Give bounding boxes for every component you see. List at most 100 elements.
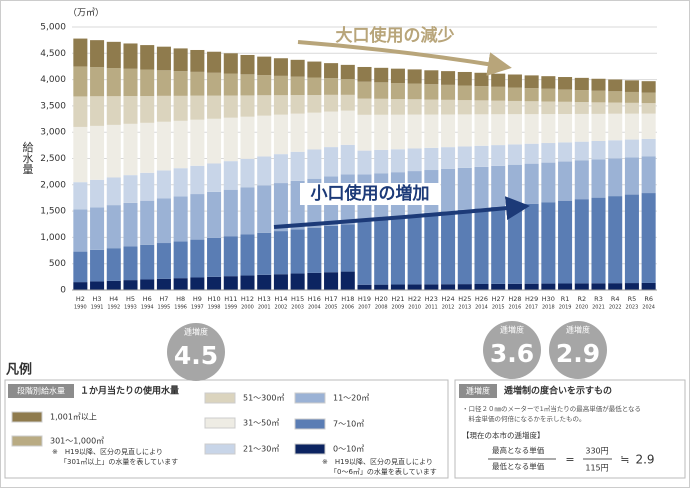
bar-segment: [507, 100, 522, 115]
x-tick-label: H25: [458, 295, 471, 303]
bar-segment: [156, 170, 171, 199]
bar-segment: [340, 64, 355, 80]
x-tick-label: H29: [525, 295, 538, 303]
y-tick-label: 5,000: [40, 23, 66, 33]
bar-segment: [156, 70, 171, 96]
bar-segment: [273, 95, 288, 115]
bar-segment: [173, 48, 188, 72]
bar-segment: [156, 95, 171, 122]
x-tick-year: 2010: [408, 305, 421, 311]
bar-segment: [474, 114, 489, 146]
badge-label: 逓増度: [500, 325, 524, 335]
legend-note: 「0～6㎥」の水量を表しています: [330, 467, 437, 476]
bar-segment: [390, 114, 405, 150]
bar-segment: [340, 224, 355, 272]
bar-segment: [207, 72, 222, 96]
bar-segment: [223, 95, 238, 118]
bar-segment: [491, 145, 506, 166]
bar-segment: [574, 141, 589, 161]
info-note: 料金単価の何倍になるかを示したもの。: [462, 414, 586, 423]
bar-segment: [257, 274, 272, 290]
bar-segment: [574, 283, 589, 290]
bar-segment: [223, 53, 238, 74]
bar-segment: [390, 284, 405, 290]
bar-segment: [140, 244, 155, 280]
bar-segment: [390, 215, 405, 285]
legend-title: 凡例: [6, 362, 32, 378]
bar-segment: [340, 94, 355, 111]
bar-segment: [106, 205, 121, 249]
bar-segment: [591, 140, 606, 160]
bar-segment: [290, 95, 305, 114]
bar-segment: [290, 76, 305, 96]
bar-segment: [307, 61, 322, 78]
bar-segment: [357, 81, 372, 99]
bar-segment: [123, 202, 138, 247]
bar-segment: [441, 84, 456, 100]
x-tick-year: 2004: [308, 305, 321, 311]
x-tick-year: 2023: [626, 305, 639, 311]
bar-segment: [223, 189, 238, 237]
bar-segment: [90, 40, 105, 68]
bar-segment: [273, 183, 288, 232]
bar-segment: [324, 94, 339, 112]
bar-segment: [140, 279, 155, 290]
x-tick-year: 2019: [559, 305, 572, 311]
bar-segment: [374, 82, 389, 99]
annotation: 小口使用の増加: [311, 183, 430, 204]
bar-segment: [340, 271, 355, 290]
bar-segment: [106, 124, 121, 178]
bar-segment: [90, 249, 105, 282]
bar-segment: [491, 100, 506, 115]
bar-segment: [390, 149, 405, 173]
x-tick-year: 2015: [492, 305, 505, 311]
bar-segment: [491, 73, 506, 87]
bar-segment: [357, 150, 372, 175]
bar-segment: [407, 69, 422, 84]
x-tick-year: 2006: [341, 305, 354, 311]
x-tick-year: 2008: [375, 305, 388, 311]
bar-segment: [591, 78, 606, 91]
bar-segment: [424, 84, 439, 100]
bar-segment: [223, 236, 238, 277]
bar-segment: [190, 71, 205, 96]
bar-segment: [223, 276, 238, 290]
x-tick-label: H14: [274, 295, 287, 303]
bar-segment: [574, 160, 589, 200]
bar-segment: [591, 197, 606, 284]
bar-segment: [307, 95, 322, 113]
bar-segment: [123, 96, 138, 124]
bar-segment: [390, 68, 405, 84]
info-approx: ≒: [620, 453, 629, 466]
bar-segment: [173, 71, 188, 96]
x-tick-year: 2022: [609, 305, 622, 311]
x-tick-label: H13: [258, 295, 271, 303]
x-tick-label: H2: [76, 295, 85, 303]
bar-segment: [591, 113, 606, 141]
bar-segment: [90, 125, 105, 180]
legend-label: 0～10㎥: [333, 445, 364, 454]
bar-segment: [240, 54, 255, 75]
bar-segment: [207, 51, 222, 73]
bar-segment: [608, 102, 623, 114]
x-tick-year: 1991: [91, 305, 104, 311]
bar-segment: [190, 119, 205, 166]
bar-segment: [123, 43, 138, 69]
bar-segment: [474, 86, 489, 101]
bar-segment: [541, 88, 556, 102]
bar-segment: [541, 143, 556, 163]
info-result: 2.9: [635, 453, 654, 467]
bar-segment: [257, 185, 272, 233]
bar-segment: [424, 212, 439, 285]
bar-segment: [641, 193, 656, 283]
bar-segment: [374, 67, 389, 83]
x-tick-year: 1996: [174, 305, 187, 311]
info-equals: =: [565, 453, 574, 466]
x-tick-year: 1997: [191, 305, 204, 311]
bar-segment: [73, 251, 88, 283]
bar-segment: [407, 148, 422, 172]
bar-segment: [324, 78, 339, 95]
info-heading: 逓増制の度合いを示すもの: [503, 385, 612, 397]
bar-segment: [608, 196, 623, 284]
x-tick-label: H16: [308, 295, 321, 303]
